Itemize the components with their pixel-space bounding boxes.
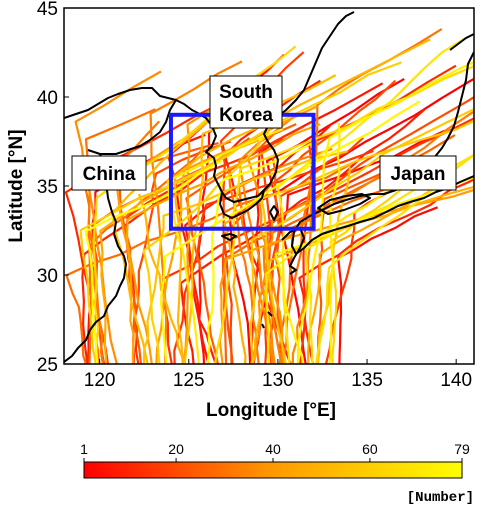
- typhoon-track: [206, 141, 315, 364]
- typhoon-track: [238, 111, 300, 364]
- korea-coastline: [195, 11, 355, 203]
- typhoon-track: [142, 131, 270, 364]
- typhoon-track: [142, 150, 348, 364]
- y-axis-ticks: 25 30 35 40 45: [37, 0, 69, 376]
- y-tick-label: 25: [37, 355, 58, 376]
- typhoon-track: [260, 119, 474, 364]
- japan-coastline-north: [449, 33, 474, 51]
- x-tick-label: 125: [173, 370, 205, 391]
- typhoon-track: [125, 123, 321, 364]
- colorbar-tick-label: 20: [168, 441, 184, 457]
- typhoon-track: [159, 100, 421, 364]
- x-axis-label: Longitude [°E]: [206, 400, 336, 421]
- typhoon-track: [337, 206, 438, 364]
- y-tick-label: 40: [37, 88, 58, 109]
- typhoon-track: [274, 176, 474, 364]
- typhoon-track: [265, 173, 410, 364]
- x-tick-label: 120: [84, 370, 116, 391]
- japan-coastline-shikoku: [317, 193, 371, 215]
- y-tick-label: 30: [37, 266, 58, 287]
- jeju-island: [221, 233, 237, 241]
- typhoon-track: [328, 123, 341, 364]
- china-coastline: [64, 87, 197, 363]
- colorbar-unit-label: [Number]: [407, 490, 474, 506]
- typhoon-track: [304, 153, 474, 364]
- colorbar: 1 20 40 60 79 [Number]: [80, 441, 474, 506]
- x-tick-label: 130: [262, 370, 294, 391]
- x-tick-label: 135: [351, 370, 383, 391]
- typhoon-track: [174, 38, 431, 364]
- typhoon-track: [184, 124, 331, 364]
- typhoon-track: [84, 159, 223, 364]
- south-korea-label-line1: South: [219, 82, 273, 103]
- typhoon-track: [299, 64, 457, 364]
- colorbar-gradient: [83, 461, 463, 479]
- colorbar-tick-label: 60: [362, 441, 378, 457]
- typhoon-track: [296, 60, 474, 364]
- typhoon-track: [79, 61, 402, 364]
- tsushima-island: [269, 205, 279, 221]
- colorbar-tick-label: 40: [265, 441, 281, 457]
- colorbar-ticks: 1 20 40 60 79: [80, 441, 470, 462]
- typhoon-track: [137, 193, 186, 364]
- colorbar-tick-label: 1: [80, 441, 88, 457]
- y-tick-label: 45: [37, 0, 58, 20]
- typhoon-track: [307, 178, 448, 364]
- south-korea-label-box: South Korea: [209, 75, 283, 129]
- typhoon-track: [182, 76, 280, 364]
- region-labels: China South Korea Japan: [71, 75, 457, 191]
- china-label: China: [83, 164, 136, 185]
- ryukyu-islands: [261, 311, 273, 329]
- south-korea-label-line2: Korea: [219, 105, 273, 126]
- x-axis-ticks: 120 125 130 135 140: [84, 359, 472, 391]
- typhoon-track: [213, 65, 474, 364]
- china-label-box: China: [71, 155, 147, 191]
- korea-south-coast: [219, 189, 265, 219]
- typhoon-track: [166, 128, 284, 364]
- x-tick-label: 140: [440, 370, 472, 391]
- typhoon-track: [251, 185, 474, 364]
- y-axis-label: Latitude [°N]: [6, 129, 27, 242]
- typhoon-track: [237, 147, 333, 364]
- colorbar-tick-label: 79: [454, 441, 470, 457]
- japan-label-box: Japan: [379, 155, 457, 191]
- japan-label: Japan: [391, 164, 446, 185]
- map-panel: China South Korea Japan: [63, 7, 475, 365]
- y-tick-label: 35: [37, 177, 58, 198]
